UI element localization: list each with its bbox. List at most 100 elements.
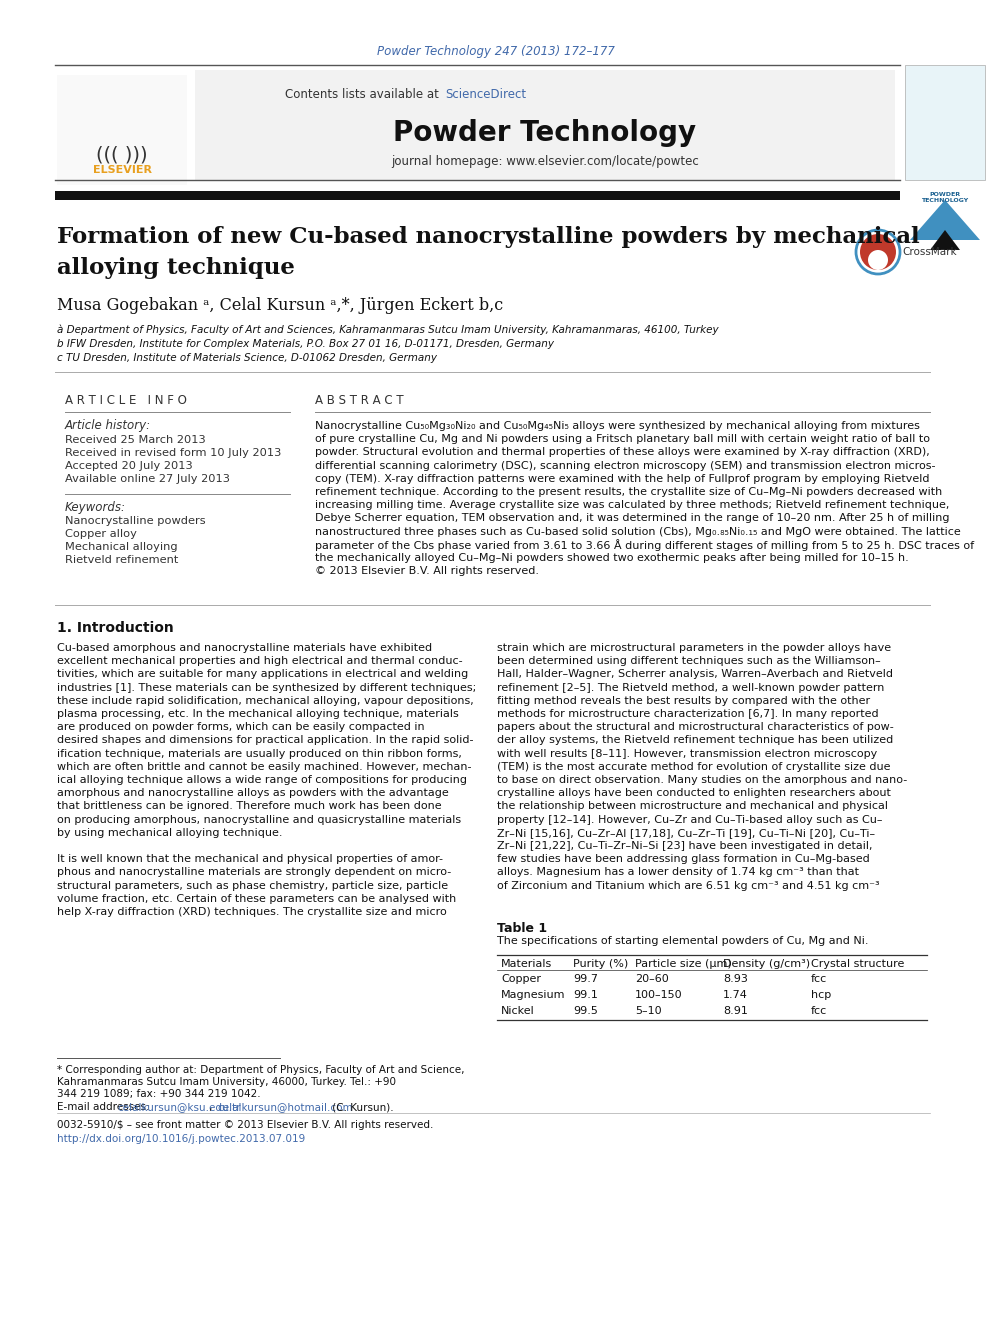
Text: the relationship between microstructure and mechanical and physical: the relationship between microstructure … xyxy=(497,802,888,811)
Text: Zr–Ni [21,22], Cu–Ti–Zr–Ni–Si [23] have been investigated in detail,: Zr–Ni [21,22], Cu–Ti–Zr–Ni–Si [23] have … xyxy=(497,841,873,851)
Text: 1.74: 1.74 xyxy=(723,990,748,1000)
Text: Available online 27 July 2013: Available online 27 July 2013 xyxy=(65,474,230,484)
Text: to base on direct observation. Many studies on the amorphous and nano-: to base on direct observation. Many stud… xyxy=(497,775,908,785)
Text: Hall, Halder–Wagner, Scherrer analysis, Warren–Averbach and Rietveld: Hall, Halder–Wagner, Scherrer analysis, … xyxy=(497,669,893,680)
Text: Rietveld refinement: Rietveld refinement xyxy=(65,556,179,565)
Text: 344 219 1089; fax: +90 344 219 1042.: 344 219 1089; fax: +90 344 219 1042. xyxy=(57,1089,261,1099)
Text: à Department of Physics, Faculty of Art and Sciences, Kahramanmaras Sutcu Imam U: à Department of Physics, Faculty of Art … xyxy=(57,324,718,335)
Text: of pure crystalline Cu, Mg and Ni powders using a Fritsch planetary ball mill wi: of pure crystalline Cu, Mg and Ni powder… xyxy=(315,434,930,445)
Text: these include rapid solidification, mechanical alloying, vapour depositions,: these include rapid solidification, mech… xyxy=(57,696,474,705)
Text: 99.1: 99.1 xyxy=(573,990,598,1000)
Text: http://dx.doi.org/10.1016/j.powtec.2013.07.019: http://dx.doi.org/10.1016/j.powtec.2013.… xyxy=(57,1134,306,1144)
Text: excellent mechanical properties and high electrical and thermal conduc-: excellent mechanical properties and high… xyxy=(57,656,462,667)
Polygon shape xyxy=(910,200,980,239)
Text: 5–10: 5–10 xyxy=(635,1005,662,1016)
Text: by using mechanical alloying technique.: by using mechanical alloying technique. xyxy=(57,828,283,837)
Text: celalkursun@hotmail.com: celalkursun@hotmail.com xyxy=(217,1102,352,1113)
Text: The specifications of starting elemental powders of Cu, Mg and Ni.: The specifications of starting elemental… xyxy=(497,935,869,946)
Text: * Corresponding author at: Department of Physics, Faculty of Art and Science,: * Corresponding author at: Department of… xyxy=(57,1065,464,1076)
Text: (C. Kursun).: (C. Kursun). xyxy=(329,1102,394,1113)
Text: journal homepage: www.elsevier.com/locate/powtec: journal homepage: www.elsevier.com/locat… xyxy=(391,156,699,168)
Text: Density (g/cm³): Density (g/cm³) xyxy=(723,959,810,968)
Text: powder. Structural evolution and thermal properties of these alloys were examine: powder. Structural evolution and thermal… xyxy=(315,447,930,458)
Text: ical alloying technique allows a wide range of compositions for producing: ical alloying technique allows a wide ra… xyxy=(57,775,467,785)
Text: tivities, which are suitable for many applications in electrical and welding: tivities, which are suitable for many ap… xyxy=(57,669,468,680)
Text: parameter of the Cbs phase varied from 3.61 to 3.66 Å during different stages of: parameter of the Cbs phase varied from 3… xyxy=(315,538,974,550)
Text: fitting method reveals the best results by compared with the other: fitting method reveals the best results … xyxy=(497,696,870,705)
Text: c TU Dresden, Institute of Materials Science, D-01062 Dresden, Germany: c TU Dresden, Institute of Materials Sci… xyxy=(57,353,437,363)
Bar xyxy=(55,191,900,200)
Text: Particle size (μm): Particle size (μm) xyxy=(635,959,732,968)
Text: It is well known that the mechanical and physical properties of amor-: It is well known that the mechanical and… xyxy=(57,855,443,864)
Text: 1. Introduction: 1. Introduction xyxy=(57,620,174,635)
Text: A B S T R A C T: A B S T R A C T xyxy=(315,393,404,406)
Text: 0032-5910/$ – see front matter © 2013 Elsevier B.V. All rights reserved.: 0032-5910/$ – see front matter © 2013 El… xyxy=(57,1121,434,1130)
Text: help X-ray diffraction (XRD) techniques. The crystallite size and micro: help X-ray diffraction (XRD) techniques.… xyxy=(57,908,446,917)
Text: Zr–Ni [15,16], Cu–Zr–Al [17,18], Cu–Zr–Ti [19], Cu–Ti–Ni [20], Cu–Ti–: Zr–Ni [15,16], Cu–Zr–Al [17,18], Cu–Zr–T… xyxy=(497,828,875,837)
Text: Keywords:: Keywords: xyxy=(65,501,126,515)
Text: E-mail addresses:: E-mail addresses: xyxy=(57,1102,153,1113)
Text: celalkursun@ksu.edu.tr: celalkursun@ksu.edu.tr xyxy=(117,1102,240,1113)
Text: © 2013 Elsevier B.V. All rights reserved.: © 2013 Elsevier B.V. All rights reserved… xyxy=(315,566,539,577)
Text: amorphous and nanocrystalline alloys as powders with the advantage: amorphous and nanocrystalline alloys as … xyxy=(57,789,448,798)
Text: der alloy systems, the Rietveld refinement technique has been utilized: der alloy systems, the Rietveld refineme… xyxy=(497,736,893,745)
Text: Materials: Materials xyxy=(501,959,553,968)
Text: hcp: hcp xyxy=(811,990,831,1000)
Text: ification technique, materials are usually produced on thin ribbon forms,: ification technique, materials are usual… xyxy=(57,749,462,758)
Text: plasma processing, etc. In the mechanical alloying technique, materials: plasma processing, etc. In the mechanica… xyxy=(57,709,458,718)
Text: increasing milling time. Average crystallite size was calculated by three method: increasing milling time. Average crystal… xyxy=(315,500,949,511)
Text: alloying technique: alloying technique xyxy=(57,257,295,279)
Text: property [12–14]. However, Cu–Zr and Cu–Ti-based alloy such as Cu–: property [12–14]. However, Cu–Zr and Cu–… xyxy=(497,815,883,824)
Text: ScienceDirect: ScienceDirect xyxy=(445,89,526,102)
Text: copy (TEM). X-ray diffraction patterns were examined with the help of Fullprof p: copy (TEM). X-ray diffraction patterns w… xyxy=(315,474,930,484)
Text: Copper: Copper xyxy=(501,974,541,984)
Text: alloys. Magnesium has a lower density of 1.74 kg cm⁻³ than that: alloys. Magnesium has a lower density of… xyxy=(497,868,859,877)
Text: few studies have been addressing glass formation in Cu–Mg-based: few studies have been addressing glass f… xyxy=(497,855,870,864)
Text: Received in revised form 10 July 2013: Received in revised form 10 July 2013 xyxy=(65,448,282,458)
Text: Article history:: Article history: xyxy=(65,419,151,433)
Text: Kahramanmaras Sutcu Imam University, 46000, Turkey. Tel.: +90: Kahramanmaras Sutcu Imam University, 460… xyxy=(57,1077,396,1088)
Text: Nickel: Nickel xyxy=(501,1005,535,1016)
Text: Cu-based amorphous and nanocrystalline materials have exhibited: Cu-based amorphous and nanocrystalline m… xyxy=(57,643,433,654)
Text: Table 1: Table 1 xyxy=(497,922,548,934)
Text: ((( ))): ((( ))) xyxy=(96,146,148,164)
Text: Purity (%): Purity (%) xyxy=(573,959,628,968)
Polygon shape xyxy=(930,230,960,250)
Text: Accepted 20 July 2013: Accepted 20 July 2013 xyxy=(65,460,192,471)
Text: POWDER
TECHNOLOGY: POWDER TECHNOLOGY xyxy=(922,192,968,202)
Text: nanostructured three phases such as Cu-based solid solution (Cbs), Mg₀.₈₅Ni₀.₁₅ : nanostructured three phases such as Cu-b… xyxy=(315,527,960,537)
Text: methods for microstructure characterization [6,7]. In many reported: methods for microstructure characterizat… xyxy=(497,709,879,718)
Text: Powder Technology: Powder Technology xyxy=(394,119,696,147)
Text: (TEM) is the most accurate method for evolution of crystallite size due: (TEM) is the most accurate method for ev… xyxy=(497,762,891,771)
Text: 8.91: 8.91 xyxy=(723,1005,748,1016)
Bar xyxy=(905,65,985,180)
Text: 99.7: 99.7 xyxy=(573,974,598,984)
Text: Musa Gogebakan ᵃ, Celal Kursun ᵃ,*, Jürgen Eckert b,c: Musa Gogebakan ᵃ, Celal Kursun ᵃ,*, Jürg… xyxy=(57,296,503,314)
Text: A R T I C L E   I N F O: A R T I C L E I N F O xyxy=(65,393,186,406)
Text: refinement [2–5]. The Rietveld method, a well-known powder pattern: refinement [2–5]. The Rietveld method, a… xyxy=(497,683,885,693)
Bar xyxy=(57,75,187,185)
Text: Crystal structure: Crystal structure xyxy=(811,959,905,968)
Text: b IFW Dresden, Institute for Complex Materials, P.O. Box 27 01 16, D-01171, Dres: b IFW Dresden, Institute for Complex Mat… xyxy=(57,339,554,349)
Text: are produced on powder forms, which can be easily compacted in: are produced on powder forms, which can … xyxy=(57,722,425,732)
Text: Debye Scherrer equation, TEM observation and, it was determined in the range of : Debye Scherrer equation, TEM observation… xyxy=(315,513,949,524)
Text: papers about the structural and microstructural characteristics of pow-: papers about the structural and microstr… xyxy=(497,722,894,732)
Text: phous and nanocrystalline materials are strongly dependent on micro-: phous and nanocrystalline materials are … xyxy=(57,868,451,877)
Text: refinement technique. According to the present results, the crystallite size of : refinement technique. According to the p… xyxy=(315,487,942,497)
Text: fcc: fcc xyxy=(811,1005,827,1016)
Text: ,: , xyxy=(209,1102,215,1113)
Text: structural parameters, such as phase chemistry, particle size, particle: structural parameters, such as phase che… xyxy=(57,881,448,890)
Text: CrossMark: CrossMark xyxy=(902,247,956,257)
Text: with well results [8–11]. However, transmission electron microscopy: with well results [8–11]. However, trans… xyxy=(497,749,877,758)
Text: Nanocrystalline powders: Nanocrystalline powders xyxy=(65,516,205,527)
Text: Powder Technology 247 (2013) 172–177: Powder Technology 247 (2013) 172–177 xyxy=(377,45,615,58)
Circle shape xyxy=(860,234,896,270)
Text: Copper alloy: Copper alloy xyxy=(65,529,137,538)
Circle shape xyxy=(868,250,888,270)
Bar xyxy=(195,70,895,180)
Text: that brittleness can be ignored. Therefore much work has been done: that brittleness can be ignored. Therefo… xyxy=(57,802,441,811)
Text: industries [1]. These materials can be synthesized by different techniques;: industries [1]. These materials can be s… xyxy=(57,683,476,693)
Text: Contents lists available at: Contents lists available at xyxy=(286,89,443,102)
Text: Mechanical alloying: Mechanical alloying xyxy=(65,542,178,552)
Text: of Zirconium and Titanium which are 6.51 kg cm⁻³ and 4.51 kg cm⁻³: of Zirconium and Titanium which are 6.51… xyxy=(497,881,880,890)
